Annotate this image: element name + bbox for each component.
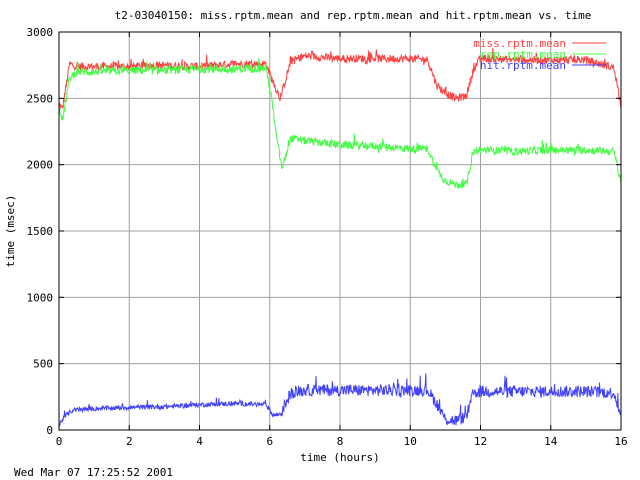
x-tick-label: 14 (544, 435, 558, 448)
x-axis-label: time (hours) (300, 451, 379, 464)
series-line-hit-rptm-mean (58, 373, 622, 428)
y-tick-label: 1500 (27, 225, 54, 238)
x-tick-label: 8 (337, 435, 344, 448)
legend-label-miss-rptm-mean: miss.rptm.mean (473, 37, 566, 50)
series-line-rep-rptm-mean (58, 58, 622, 189)
x-tick-label: 2 (126, 435, 133, 448)
x-tick-label: 0 (56, 435, 63, 448)
y-tick-label: 3000 (27, 26, 54, 39)
y-tick-label: 0 (46, 424, 53, 437)
y-tick-label: 500 (33, 358, 53, 371)
y-tick-label: 2500 (27, 92, 54, 105)
grid-lines (59, 32, 621, 430)
series-lines (58, 47, 622, 428)
y-axis-label: time (msec) (4, 195, 17, 268)
chart-title: t2-03040150: miss.rptm.mean and rep.rptm… (115, 9, 592, 22)
legend-label-hit-rptm-mean: hit.rptm.mean (480, 59, 566, 72)
y-tick-label: 1000 (27, 291, 54, 304)
x-tick-label: 16 (614, 435, 627, 448)
legend-label-rep-rptm-mean: rep.rptm.mean (480, 48, 566, 61)
timestamp-label: Wed Mar 07 17:25:52 2001 (14, 466, 173, 479)
x-tick-label: 12 (474, 435, 487, 448)
y-tick-label: 2000 (27, 159, 54, 172)
tick-labels: 0 2 4 6 8 10 12 14 16 0 500 1000 1500 2000 2500 3000 (27, 26, 628, 448)
x-tick-label: 10 (404, 435, 417, 448)
x-tick-label: 4 (196, 435, 203, 448)
x-tick-label: 6 (266, 435, 273, 448)
